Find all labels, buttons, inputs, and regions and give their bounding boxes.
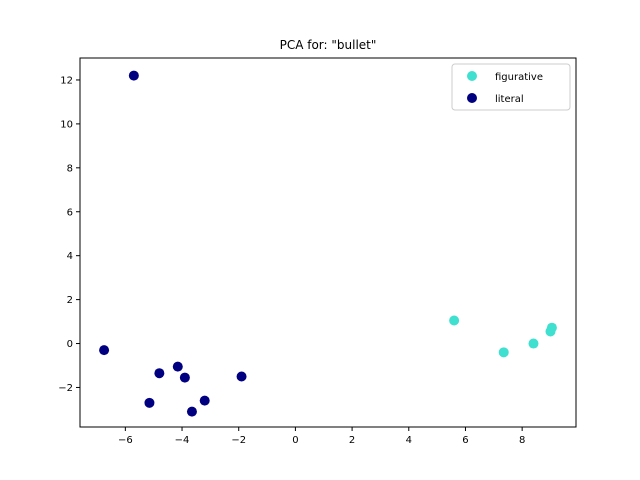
point-literal [179,372,190,383]
point-literal [144,397,155,408]
x-tick-label: 6 [462,435,468,446]
x-tick-label: 0 [292,435,298,446]
y-tick-label: 10 [60,119,73,130]
y-tick-label: −2 [58,383,73,394]
y-tick-label: 12 [60,75,73,86]
point-literal [172,361,183,372]
x-tick-label: −6 [118,435,133,446]
point-literal [186,406,197,417]
plot-frame [79,57,577,428]
point-figurative [498,347,509,358]
legend-marker-literal [467,93,477,103]
y-axis: −2 0 2 4 6 8 10 12 [58,75,80,394]
legend-box [451,63,571,111]
point-literal [154,368,165,379]
x-tick-label: −4 [175,435,190,446]
y-tick-label: 6 [67,207,73,218]
x-axis: −6 −4 −2 0 2 4 6 8 [118,427,525,446]
point-literal [199,395,210,406]
x-tick-label: −2 [231,435,246,446]
legend-marker-figurative [467,71,477,81]
y-tick-label: 4 [67,251,73,262]
point-figurative [546,322,557,333]
point-literal [128,70,139,81]
x-tick-label: 4 [406,435,412,446]
point-literal [236,371,247,382]
legend-label-figurative: figurative [495,72,543,83]
legend: figurative literal [451,63,571,111]
x-tick-label: 8 [519,435,525,446]
point-figurative [449,315,460,326]
legend-label-literal: literal [495,94,524,105]
y-tick-label: 2 [67,295,73,306]
y-tick-label: 8 [67,163,73,174]
y-tick-label: 0 [67,339,73,350]
point-literal [99,345,110,356]
x-tick-label: 2 [349,435,355,446]
chart-title: PCA for: "bullet" [280,38,377,52]
scatter-points [99,70,557,417]
point-figurative [528,338,539,349]
